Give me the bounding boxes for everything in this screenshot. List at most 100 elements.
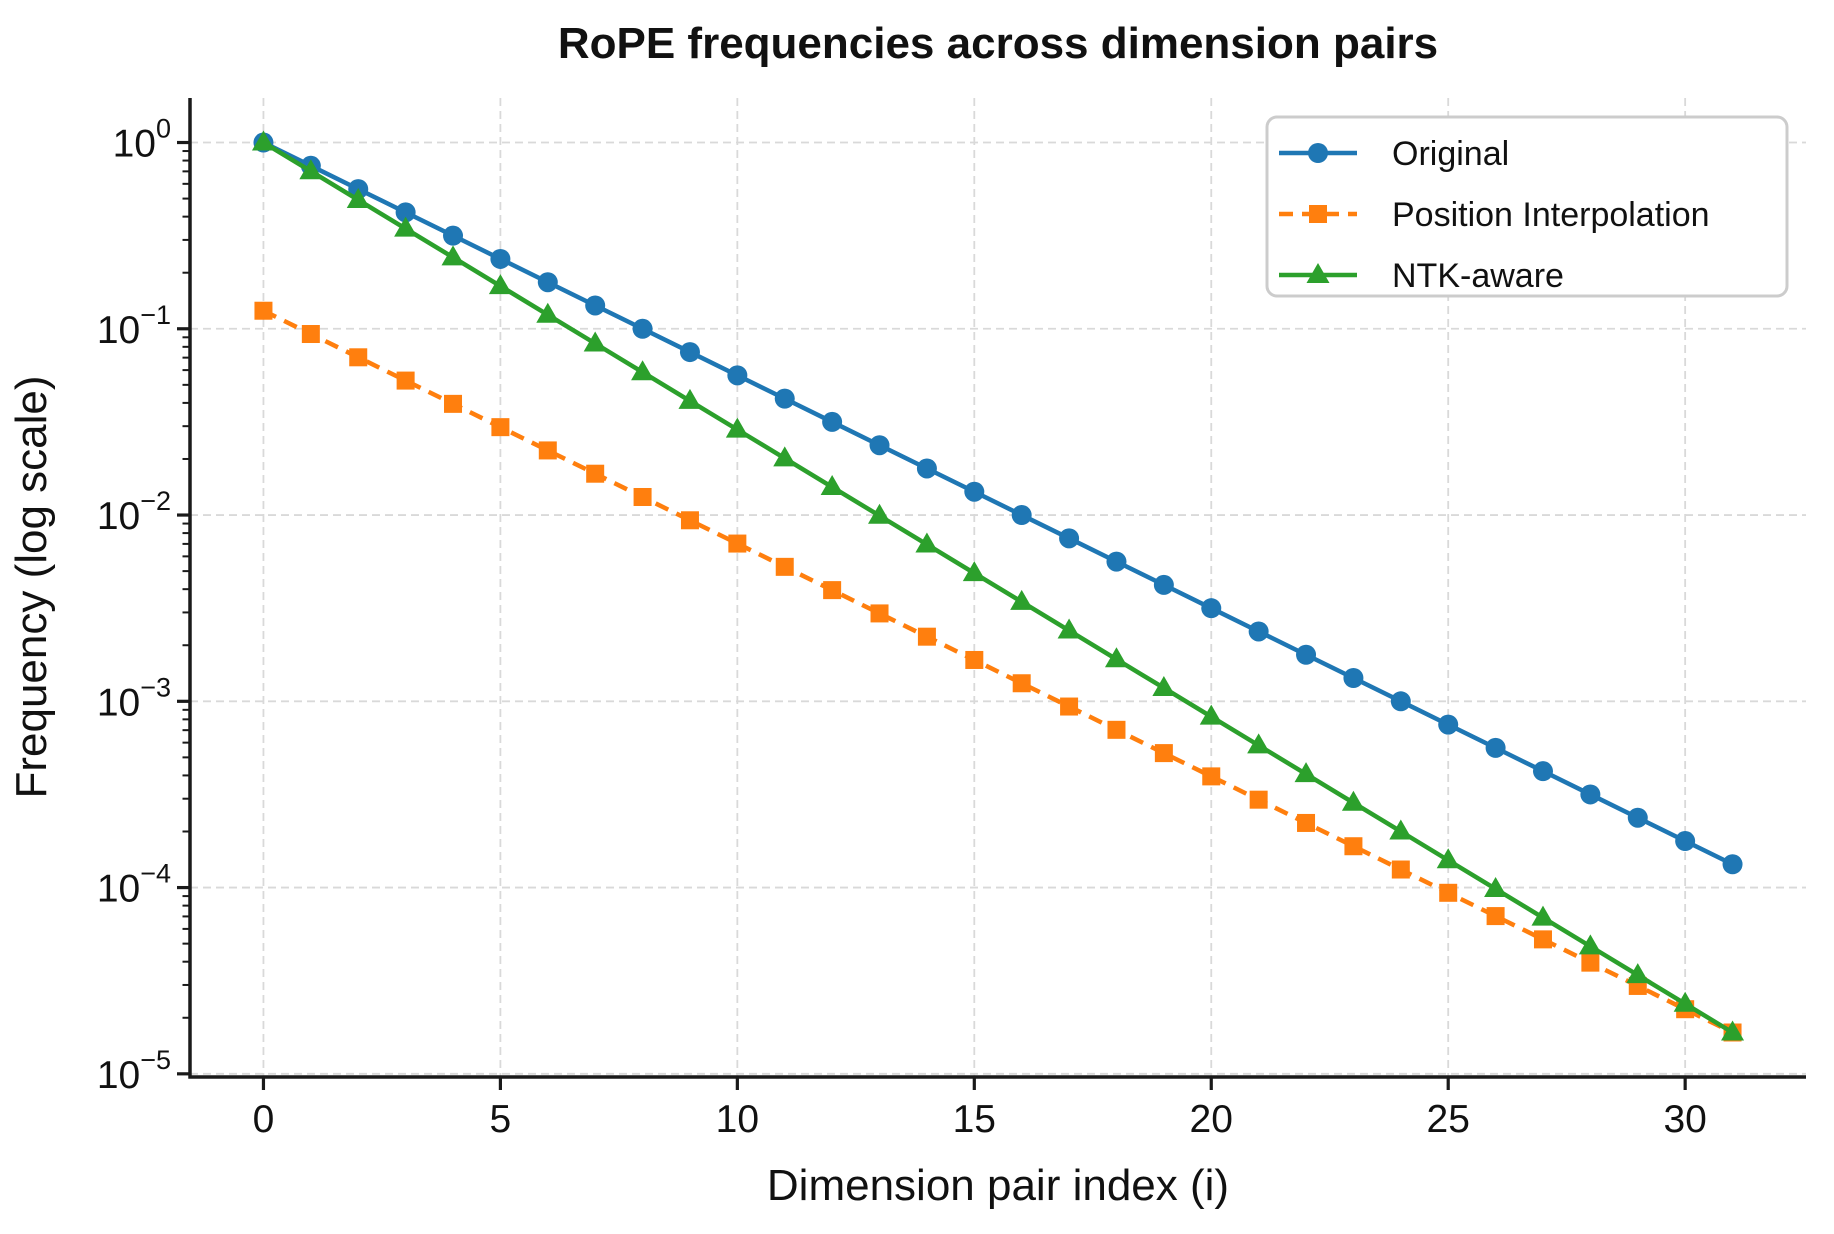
data-point (1390, 691, 1411, 712)
data-point (965, 650, 984, 669)
data-point (394, 216, 418, 237)
data-point (1308, 143, 1328, 163)
x-tick-label: 20 (1190, 1098, 1233, 1141)
series-layer (251, 130, 1745, 1042)
data-point (1202, 767, 1221, 786)
data-point (1106, 551, 1127, 572)
data-point (1344, 837, 1363, 856)
data-point (869, 435, 890, 456)
data-point (254, 301, 273, 320)
data-point (536, 302, 560, 323)
y-tick-label: 100 (113, 114, 171, 166)
data-point (585, 295, 606, 316)
y-axis-label: Frequency (log scale) (7, 375, 56, 798)
data-point (725, 417, 749, 438)
legend-item-original: Original (1279, 135, 1509, 173)
y-tick-label: 10−4 (97, 859, 171, 911)
x-tick-label: 5 (490, 1098, 512, 1141)
x-axis-label: Dimension pair index (i) (767, 1161, 1229, 1210)
data-point (1154, 744, 1173, 763)
data-point (441, 245, 465, 266)
data-point (444, 394, 463, 413)
data-point (396, 371, 415, 390)
data-point (631, 360, 655, 381)
legend: Original Position Interpolation NTK-aware (1265, 115, 1789, 298)
x-tick-label: 15 (953, 1098, 996, 1141)
data-point (915, 532, 939, 553)
data-point (1297, 813, 1316, 832)
data-point (678, 388, 702, 409)
data-point (1438, 714, 1459, 735)
series-position-interpolation (254, 301, 1742, 1042)
series-ntk-aware (251, 130, 1745, 1041)
data-point (537, 272, 558, 293)
legend-label: Position Interpolation (1392, 196, 1710, 234)
data-point (301, 325, 320, 344)
data-point (443, 225, 464, 246)
data-point (1578, 934, 1602, 955)
x-tick-label: 0 (253, 1098, 275, 1141)
axis-spines (188, 98, 1806, 1079)
data-point (1391, 860, 1410, 879)
data-point (1580, 784, 1601, 805)
data-point (395, 202, 416, 223)
data-point (1675, 831, 1696, 852)
data-point (1153, 574, 1174, 595)
data-point (1201, 598, 1222, 619)
data-point (823, 581, 842, 600)
data-point (822, 411, 843, 432)
data-point (1627, 807, 1648, 828)
data-point (1296, 644, 1317, 665)
data-point (1011, 505, 1032, 526)
data-point (773, 446, 797, 467)
data-point (679, 342, 700, 363)
data-point (1249, 790, 1268, 809)
data-point (1343, 667, 1364, 688)
x-tick-label: 10 (716, 1098, 759, 1141)
data-point (820, 475, 844, 496)
data-point (299, 159, 323, 180)
series-line (262, 308, 1734, 1035)
data-point (1104, 647, 1128, 668)
data-point (1057, 618, 1081, 639)
legend-label: Original (1392, 135, 1509, 173)
data-point (1060, 697, 1079, 716)
data-point (488, 274, 512, 295)
data-point (1107, 720, 1126, 739)
data-point (1439, 883, 1458, 902)
data-point (1722, 854, 1743, 875)
data-point (916, 458, 937, 479)
data-point (1248, 621, 1269, 642)
data-point (1341, 790, 1365, 811)
data-point (1294, 762, 1318, 783)
data-point (728, 534, 747, 553)
data-point (583, 331, 607, 352)
data-point (349, 348, 368, 367)
data-point (1533, 930, 1552, 949)
data-point (490, 248, 511, 269)
data-point (1306, 263, 1330, 283)
data-point (1673, 991, 1697, 1012)
data-point (1532, 761, 1553, 782)
data-point (491, 418, 510, 437)
data-point (870, 604, 889, 623)
data-point (1010, 589, 1034, 610)
data-point (1389, 819, 1413, 840)
y-tick-label: 10−1 (97, 300, 171, 352)
data-point (632, 318, 653, 339)
legend-box (1265, 115, 1789, 298)
data-point (1531, 905, 1555, 926)
y-tick-label: 10−5 (97, 1045, 171, 1097)
data-point (538, 441, 557, 460)
data-point (1309, 205, 1327, 223)
data-point (1012, 674, 1031, 693)
data-point (775, 557, 794, 576)
data-point (1484, 876, 1508, 897)
data-point (727, 365, 748, 386)
data-point (868, 503, 892, 524)
legend-item-ntk-aware: NTK-aware (1279, 257, 1564, 295)
data-point (964, 481, 985, 502)
series-original (253, 132, 1743, 875)
